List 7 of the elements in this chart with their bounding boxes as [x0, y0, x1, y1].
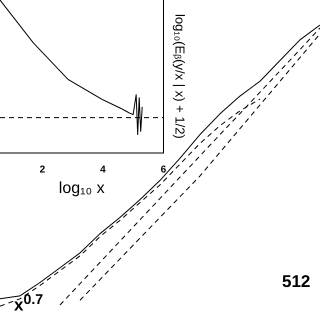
annotation: x$^{0.7}$ — [14, 292, 44, 316]
x-tick-label: 2 — [40, 164, 46, 176]
annotation: 512 — [282, 272, 310, 292]
x-tick-label: 6 — [160, 164, 167, 176]
x-axis-title: log₁₀ x — [58, 180, 105, 197]
x-tick-label: 4 — [100, 164, 106, 176]
y-axis-title: log₁₀(Eᵦ(y/x | x) + 1/2) — [172, 14, 188, 139]
